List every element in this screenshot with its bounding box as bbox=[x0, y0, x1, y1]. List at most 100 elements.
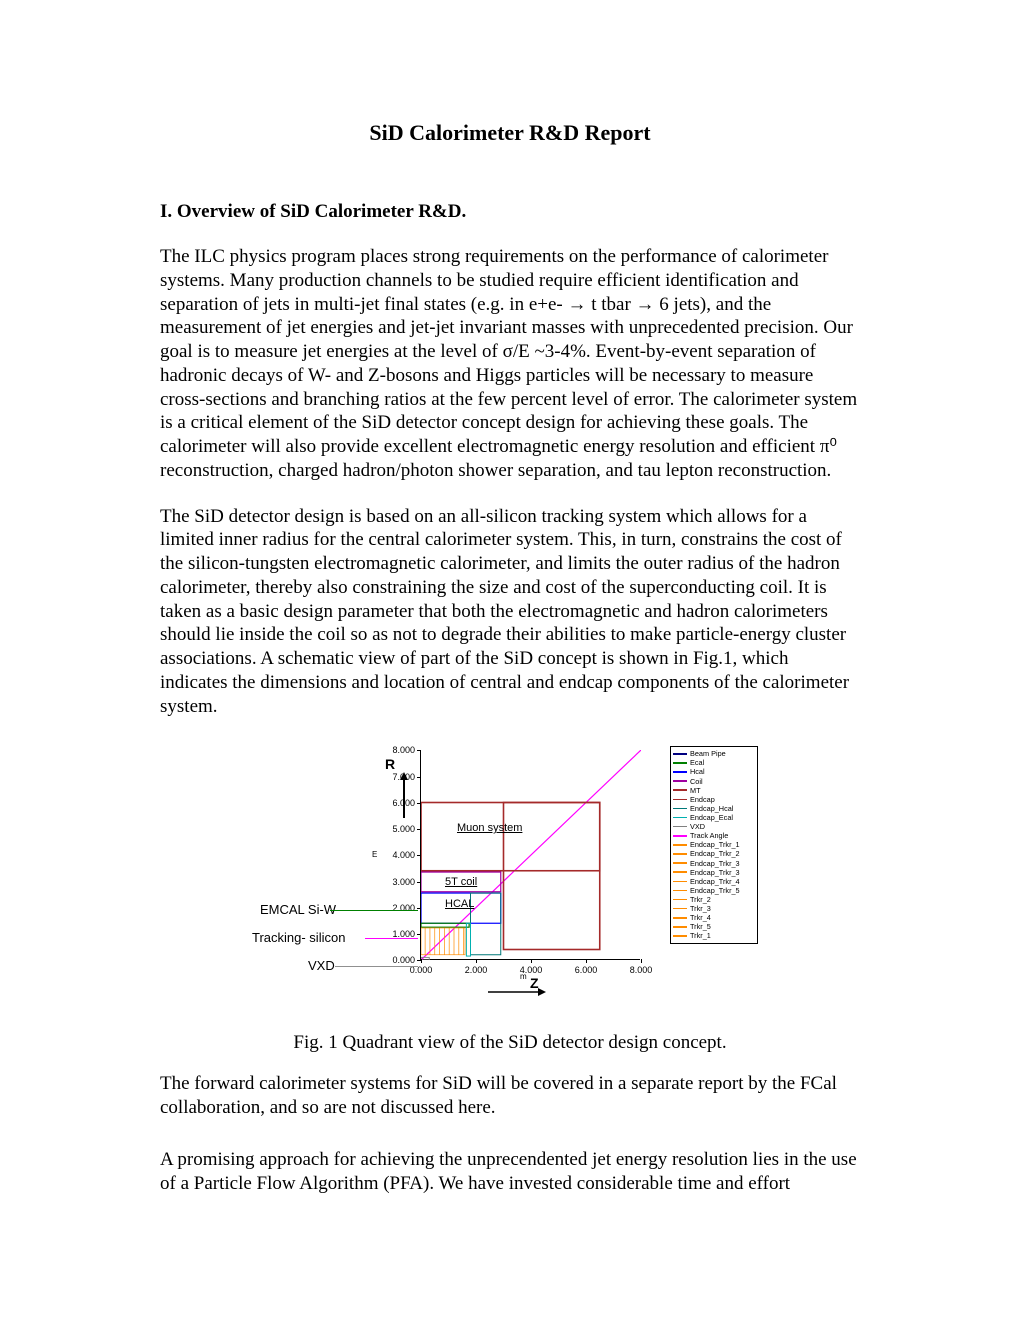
legend-label: Endcap_Trkr_3 bbox=[690, 868, 740, 877]
legend-label: Hcal bbox=[690, 767, 705, 776]
legend-item: Endcap_Trkr_4 bbox=[673, 877, 755, 886]
region-label: Muon system bbox=[457, 822, 522, 834]
paragraph-3: The forward calorimeter systems for SiD … bbox=[160, 1072, 860, 1120]
legend-item: VXD bbox=[673, 822, 755, 831]
legend-item: Endcap bbox=[673, 795, 755, 804]
x-tick bbox=[586, 959, 587, 963]
legend-item: Endcap_Hcal bbox=[673, 804, 755, 813]
callout-line bbox=[335, 966, 418, 967]
legend-item: Trkr_2 bbox=[673, 895, 755, 904]
legend-label: Endcap_Ecal bbox=[690, 813, 733, 822]
y-tick-label: 4.000 bbox=[387, 850, 415, 860]
x-tick bbox=[531, 959, 532, 963]
legend-swatch bbox=[673, 908, 687, 910]
document-page: SiD Calorimeter R&D Report I. Overview o… bbox=[0, 0, 1020, 1277]
y-axis-unit: E bbox=[372, 850, 377, 859]
legend-swatch bbox=[673, 771, 687, 773]
x-tick bbox=[641, 959, 642, 963]
legend-swatch bbox=[673, 917, 687, 919]
legend-swatch bbox=[673, 753, 687, 755]
y-tick-label: 3.000 bbox=[387, 877, 415, 887]
legend-label: Endcap_Trkr_2 bbox=[690, 849, 740, 858]
legend-swatch bbox=[673, 881, 687, 883]
callout-label: VXD bbox=[308, 958, 335, 973]
legend: Beam PipeEcalHcalCoilMTEndcapEndcap_Hcal… bbox=[670, 746, 758, 943]
region-label: HCAL bbox=[445, 898, 474, 910]
legend-swatch bbox=[673, 835, 687, 837]
legend-item: Hcal bbox=[673, 767, 755, 776]
legend-label: Trkr_1 bbox=[690, 931, 711, 940]
legend-item: Track Angle bbox=[673, 831, 755, 840]
legend-item: Endcap_Trkr_1 bbox=[673, 840, 755, 849]
y-tick-label: 5.000 bbox=[387, 824, 415, 834]
figure-canvas: R E Z m 0.0002.0004.0006.0008.0000.0001.… bbox=[260, 740, 760, 1020]
y-tick bbox=[417, 803, 421, 804]
legend-item: Coil bbox=[673, 777, 755, 786]
legend-item: Endcap_Trkr_5 bbox=[673, 886, 755, 895]
y-tick bbox=[417, 750, 421, 751]
legend-item: Trkr_5 bbox=[673, 922, 755, 931]
legend-label: MT bbox=[690, 786, 701, 795]
y-tick bbox=[417, 934, 421, 935]
legend-label: Endcap_Trkr_3 bbox=[690, 859, 740, 868]
callout-label: EMCAL Si-W bbox=[260, 902, 336, 917]
legend-swatch bbox=[673, 862, 687, 864]
callout-line bbox=[365, 938, 418, 939]
legend-swatch bbox=[673, 762, 687, 764]
y-tick-label: 8.000 bbox=[387, 745, 415, 755]
y-tick bbox=[417, 829, 421, 830]
x-tick-label: 8.000 bbox=[630, 965, 653, 975]
legend-swatch bbox=[673, 808, 687, 810]
legend-label: VXD bbox=[690, 822, 705, 831]
x-tick-label: 4.000 bbox=[520, 965, 543, 975]
legend-label: Trkr_5 bbox=[690, 922, 711, 931]
paragraph-4: A promising approach for achieving the u… bbox=[160, 1148, 860, 1196]
y-tick bbox=[417, 882, 421, 883]
y-tick-label: 0.000 bbox=[387, 955, 415, 965]
paragraph-2: The SiD detector design is based on an a… bbox=[160, 505, 860, 719]
y-axis-label: R bbox=[385, 756, 395, 772]
legend-label: Endcap_Trkr_1 bbox=[690, 840, 740, 849]
legend-item: Endcap_Trkr_3 bbox=[673, 868, 755, 877]
callout-label: Tracking- silicon bbox=[252, 930, 345, 945]
legend-label: Endcap_Hcal bbox=[690, 804, 733, 813]
region-label: 5T coil bbox=[445, 876, 477, 888]
y-tick-label: 6.000 bbox=[387, 798, 415, 808]
legend-label: Trkr_3 bbox=[690, 904, 711, 913]
legend-label: Endcap_Trkr_5 bbox=[690, 886, 740, 895]
plot-area: 0.0002.0004.0006.0008.0000.0001.0002.000… bbox=[420, 750, 640, 960]
callout-line bbox=[330, 910, 418, 911]
x-axis-arrow-icon bbox=[488, 986, 548, 998]
legend-item: Endcap_Trkr_3 bbox=[673, 859, 755, 868]
document-title: SiD Calorimeter R&D Report bbox=[160, 120, 860, 146]
legend-swatch bbox=[673, 890, 687, 892]
legend-swatch bbox=[673, 926, 687, 928]
y-tick bbox=[417, 908, 421, 909]
legend-label: Endcap_Trkr_4 bbox=[690, 877, 740, 886]
legend-label: Track Angle bbox=[690, 831, 728, 840]
x-tick-label: 6.000 bbox=[575, 965, 598, 975]
y-tick bbox=[417, 855, 421, 856]
y-tick-label: 2.000 bbox=[387, 903, 415, 913]
y-tick bbox=[417, 960, 421, 961]
legend-swatch bbox=[673, 844, 687, 846]
legend-label: Ecal bbox=[690, 758, 704, 767]
legend-item: Trkr_4 bbox=[673, 913, 755, 922]
y-tick bbox=[417, 777, 421, 778]
legend-swatch bbox=[673, 817, 687, 819]
legend-label: Beam Pipe bbox=[690, 749, 726, 758]
legend-item: Endcap_Ecal bbox=[673, 813, 755, 822]
legend-label: Endcap bbox=[690, 795, 715, 804]
section-heading: I. Overview of SiD Calorimeter R&D. bbox=[160, 201, 860, 223]
legend-swatch bbox=[673, 935, 687, 937]
legend-swatch bbox=[673, 826, 687, 828]
legend-item: Ecal bbox=[673, 758, 755, 767]
x-tick bbox=[476, 959, 477, 963]
figure-caption: Fig. 1 Quadrant view of the SiD detector… bbox=[260, 1032, 760, 1054]
figure-1: R E Z m 0.0002.0004.0006.0008.0000.0001.… bbox=[260, 740, 760, 1054]
legend-label: Trkr_4 bbox=[690, 913, 711, 922]
legend-item: Beam Pipe bbox=[673, 749, 755, 758]
legend-swatch bbox=[673, 799, 687, 801]
legend-item: Trkr_3 bbox=[673, 904, 755, 913]
legend-swatch bbox=[673, 871, 687, 873]
